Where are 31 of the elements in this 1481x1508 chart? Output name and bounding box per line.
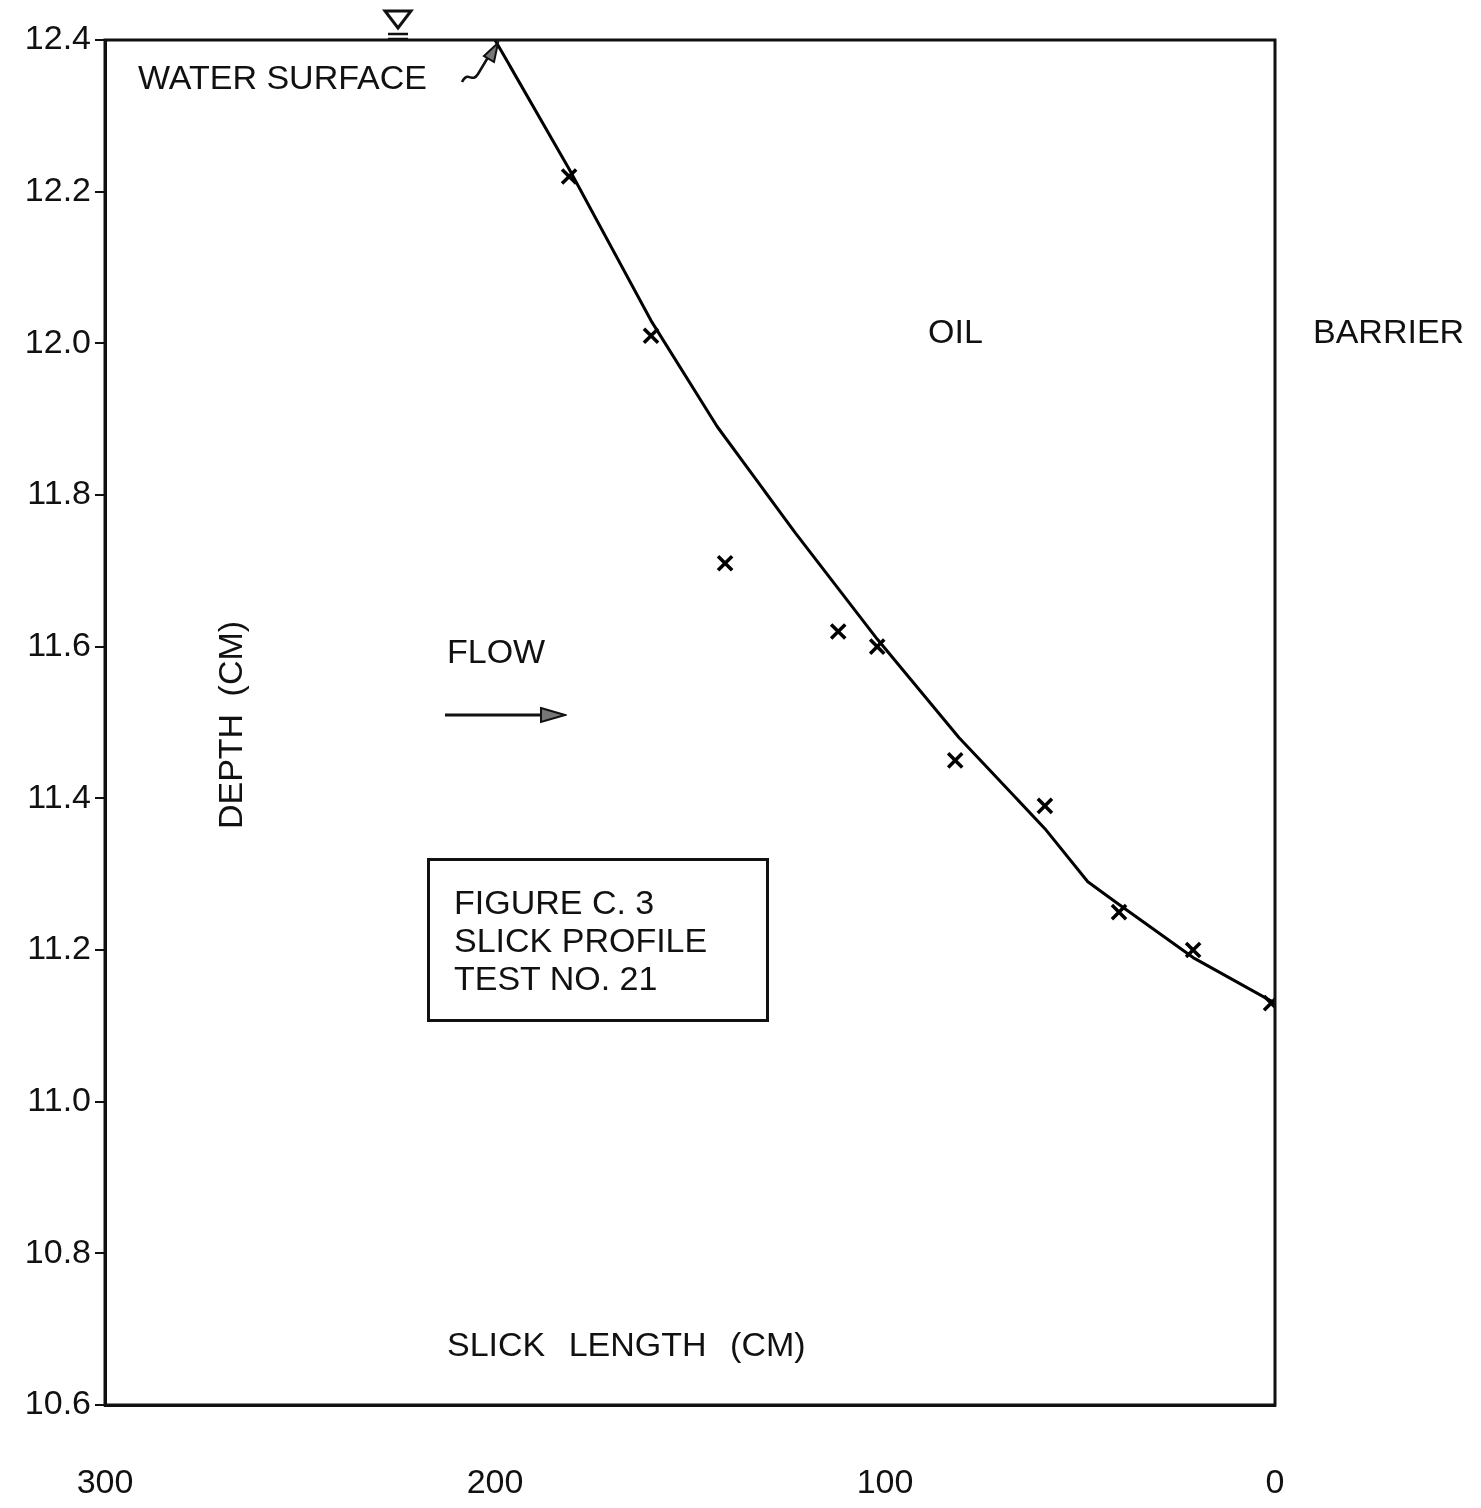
point xyxy=(1036,797,1054,815)
point xyxy=(946,751,965,770)
y-tick-label: 11.0 xyxy=(27,1080,91,1119)
y-axis-title: DEPTH (CM) xyxy=(210,620,250,830)
y-tick-label: 11.2 xyxy=(27,928,91,967)
annotation: FLOW xyxy=(447,632,546,671)
y-tick-label: 10.6 xyxy=(24,1383,91,1422)
point xyxy=(642,326,660,345)
annotation: WATER SURFACE xyxy=(138,58,428,97)
x-axis-title: SLICK LENGTH (CM) xyxy=(447,1325,806,1364)
annotation: OIL xyxy=(928,312,983,351)
y-tick-label: 10.8 xyxy=(24,1231,91,1270)
point xyxy=(560,167,578,186)
y-tick-label: 12.2 xyxy=(24,170,91,209)
point xyxy=(829,622,848,641)
x-tick-label: 100 xyxy=(856,1461,914,1500)
text: BARRIER xyxy=(1313,312,1465,351)
point xyxy=(868,637,887,656)
y-tick-label: 11.4 xyxy=(27,776,91,815)
y-tick-label: 12.4 xyxy=(24,18,91,57)
y-tick-label: 11.6 xyxy=(27,625,91,664)
x-tick-label: 300 xyxy=(76,1461,134,1500)
x-tick-label: 0 xyxy=(1265,1461,1285,1500)
y-tick-label: 11.8 xyxy=(27,473,91,512)
point xyxy=(1184,941,1202,959)
text: FIGURE C. 3 xyxy=(454,883,656,921)
point xyxy=(1110,903,1128,921)
y-tick-label: 12.0 xyxy=(24,321,91,360)
text: SLICK PROFILE TEST NO. 21 xyxy=(454,921,709,997)
x-tick-label: 200 xyxy=(466,1461,524,1500)
point xyxy=(716,554,734,573)
